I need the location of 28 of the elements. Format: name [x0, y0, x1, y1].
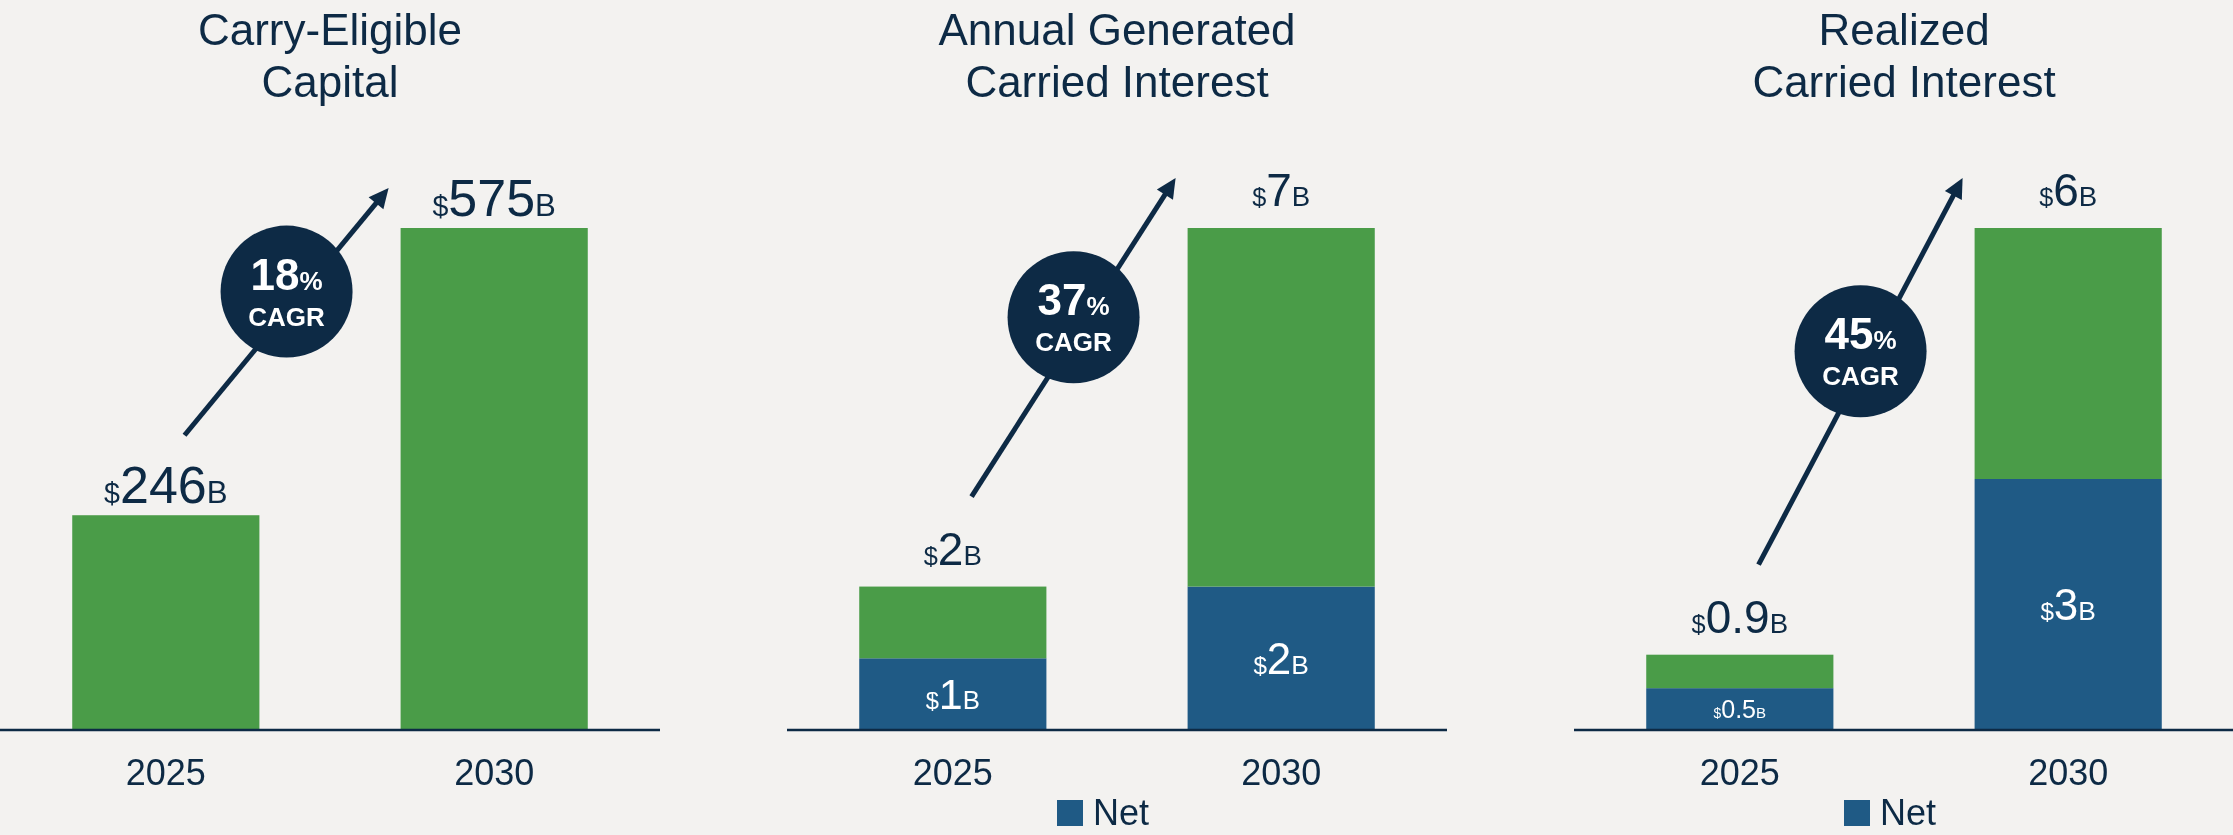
x-tick-label: 2030 [454, 752, 535, 793]
data-label: $0.5B [1713, 694, 1767, 723]
total-label: $2B [923, 522, 982, 575]
chart-title: Annual Generated Carried Interest [938, 5, 1296, 106]
x-tick-label: 2025 [1699, 752, 1780, 793]
legend-label: Net [1093, 792, 1150, 833]
data-label: $246B [104, 456, 228, 515]
bar [1646, 688, 1834, 730]
total-label: $0.9B [1691, 590, 1789, 643]
x-tick-label: 2030 [2028, 752, 2109, 793]
data-label: $2B [1253, 633, 1309, 683]
annotation: 45% CAGR [1822, 309, 1900, 392]
bar [1974, 479, 2162, 730]
chart-title: Carry-Eligible Capital [197, 5, 463, 106]
annotation: 18% CAGR [248, 249, 326, 332]
legend-label: Net [1880, 792, 1937, 833]
bar [1974, 228, 2162, 479]
bar [1646, 654, 1834, 689]
data-label: $575B [432, 169, 556, 227]
total-label: $7B [1252, 164, 1311, 216]
chart-title: Realized Carried Interest [1752, 5, 2056, 106]
x-tick-label: 2025 [912, 752, 993, 793]
data-label: $1B [925, 670, 980, 719]
x-tick-label: 2030 [1241, 752, 1322, 793]
x-tick-label: 2025 [125, 752, 206, 793]
total-label: $6B [2039, 164, 2098, 216]
annotation: 37% CAGR [1035, 275, 1113, 358]
data-label: $3B [2040, 579, 2096, 629]
